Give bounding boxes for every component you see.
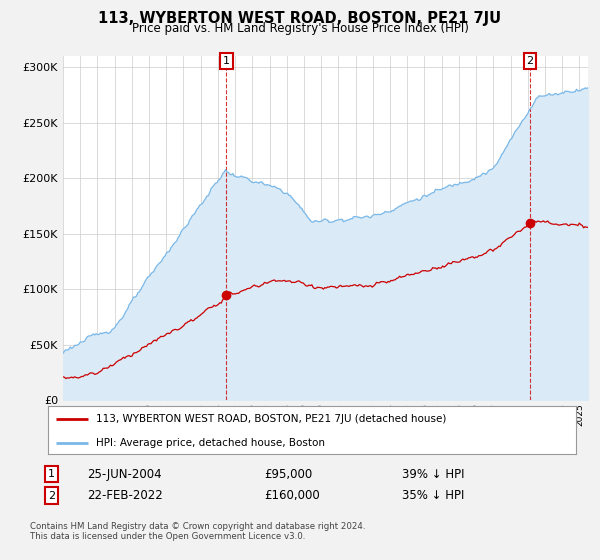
Text: 25-JUN-2004: 25-JUN-2004 <box>87 468 161 481</box>
Text: 35% ↓ HPI: 35% ↓ HPI <box>402 489 464 502</box>
Text: Price paid vs. HM Land Registry's House Price Index (HPI): Price paid vs. HM Land Registry's House … <box>131 22 469 35</box>
Text: 1: 1 <box>223 56 230 66</box>
Text: 39% ↓ HPI: 39% ↓ HPI <box>402 468 464 481</box>
Text: 2: 2 <box>48 491 55 501</box>
Text: 2: 2 <box>526 56 533 66</box>
Text: 22-FEB-2022: 22-FEB-2022 <box>87 489 163 502</box>
Text: £95,000: £95,000 <box>264 468 312 481</box>
Text: Contains HM Land Registry data © Crown copyright and database right 2024.
This d: Contains HM Land Registry data © Crown c… <box>30 522 365 542</box>
Text: £160,000: £160,000 <box>264 489 320 502</box>
Text: 113, WYBERTON WEST ROAD, BOSTON, PE21 7JU: 113, WYBERTON WEST ROAD, BOSTON, PE21 7J… <box>98 11 502 26</box>
Text: 1: 1 <box>48 469 55 479</box>
Text: 113, WYBERTON WEST ROAD, BOSTON, PE21 7JU (detached house): 113, WYBERTON WEST ROAD, BOSTON, PE21 7J… <box>95 414 446 424</box>
Text: HPI: Average price, detached house, Boston: HPI: Average price, detached house, Bost… <box>95 438 325 448</box>
